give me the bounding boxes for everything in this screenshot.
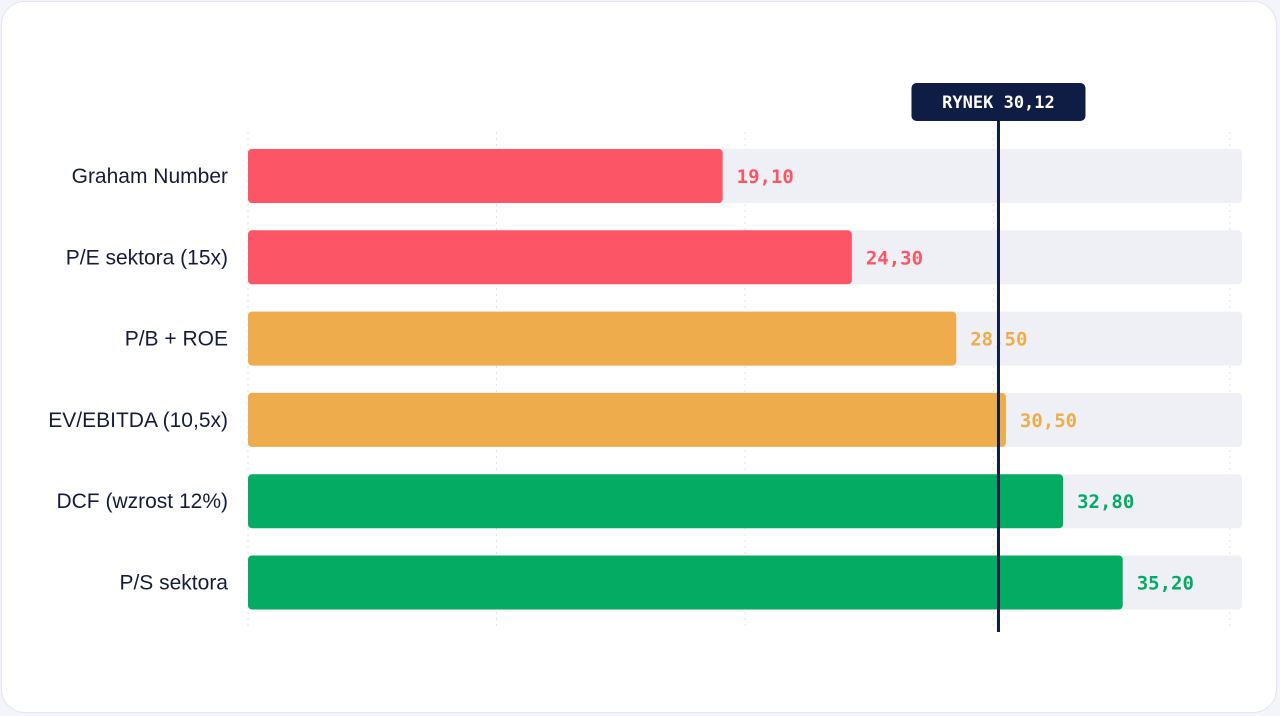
reference-marker: RYNEK 30,12 <box>911 83 1086 632</box>
bar <box>248 230 852 285</box>
bar <box>248 474 1064 529</box>
category-label: DCF (wzrost 12%) <box>56 490 228 513</box>
value-label: 32,80 <box>1077 491 1134 513</box>
bar <box>248 555 1123 610</box>
bar <box>248 149 723 203</box>
bar <box>248 311 957 366</box>
category-label: Graham Number <box>72 165 228 188</box>
category-label: EV/EBITDA (10,5x) <box>48 409 228 432</box>
value-label: 19,10 <box>737 166 794 188</box>
value-label: 24,30 <box>866 247 923 269</box>
reference-label: RYNEK 30,12 <box>942 93 1055 113</box>
value-label: 30,50 <box>1020 410 1077 432</box>
reference-tag <box>911 83 1086 121</box>
bars: Graham Number 19,10 P/E sektora (15x) 24,30… <box>48 149 1242 610</box>
category-label: P/B + ROE <box>125 328 228 351</box>
category-label: P/S sektora <box>119 572 228 595</box>
bar <box>248 392 1006 447</box>
value-label: 35,20 <box>1137 573 1194 595</box>
category-label: P/E sektora (15x) <box>66 246 228 269</box>
grid-lines <box>247 132 1231 630</box>
